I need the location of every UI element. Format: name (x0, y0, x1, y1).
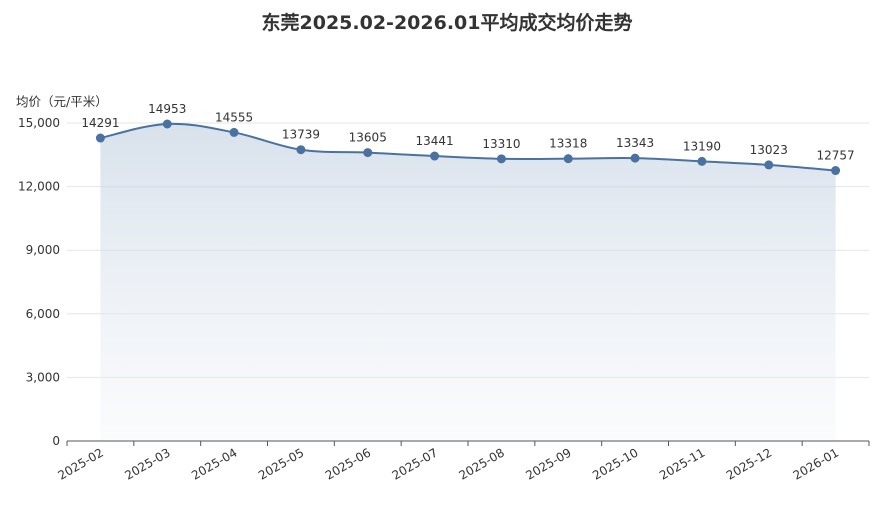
x-tick-label: 2026-01 (791, 445, 841, 482)
data-label: 13605 (349, 131, 387, 145)
data-label: 12757 (816, 149, 854, 163)
data-point[interactable] (363, 148, 373, 158)
x-tick-label: 2025-03 (122, 445, 172, 482)
chart-title: 东莞2025.02-2026.01平均成交均价走势 (261, 12, 633, 34)
data-label: 13310 (482, 137, 520, 151)
x-tick-label: 2025-09 (523, 445, 573, 482)
data-label: 14953 (148, 102, 186, 116)
x-tick-label: 2025-06 (323, 445, 373, 482)
data-label: 13318 (549, 137, 587, 151)
y-tick-label: 0 (52, 434, 60, 448)
data-point[interactable] (229, 127, 239, 137)
data-label: 13190 (683, 139, 721, 153)
data-label: 13441 (415, 134, 453, 148)
data-point[interactable] (831, 166, 841, 176)
y-tick-label: 9,000 (26, 243, 60, 257)
data-label: 13023 (750, 143, 788, 157)
y-tick-label: 6,000 (26, 307, 60, 321)
data-point[interactable] (296, 145, 306, 155)
x-tick-label: 2025-10 (590, 445, 640, 482)
data-point[interactable] (630, 153, 640, 163)
x-tick-label: 2025-11 (657, 445, 707, 482)
series-area-fill (100, 123, 836, 441)
x-tick-label: 2025-07 (390, 445, 440, 482)
data-point[interactable] (162, 119, 172, 129)
data-label: 13739 (282, 128, 320, 142)
x-tick-label: 2025-04 (189, 445, 239, 482)
y-axis-title: 均价（元/平米） (16, 94, 108, 109)
data-point[interactable] (95, 133, 105, 143)
y-tick-label: 15,000 (18, 116, 60, 130)
x-tick-label: 2025-02 (55, 445, 105, 482)
y-tick-label: 12,000 (18, 180, 60, 194)
data-point[interactable] (563, 154, 573, 164)
x-tick-label: 2025-08 (456, 445, 506, 482)
data-label: 13343 (616, 136, 654, 150)
data-label: 14555 (215, 110, 253, 124)
series-line (100, 122, 836, 172)
data-point[interactable] (496, 154, 506, 164)
x-tick-label: 2025-05 (256, 445, 306, 482)
x-tick-label: 2025-12 (724, 445, 774, 482)
data-point[interactable] (430, 151, 440, 161)
data-label: 14291 (81, 116, 119, 130)
data-point[interactable] (764, 160, 774, 170)
data-point[interactable] (697, 156, 707, 166)
y-tick-label: 3,000 (26, 370, 60, 384)
